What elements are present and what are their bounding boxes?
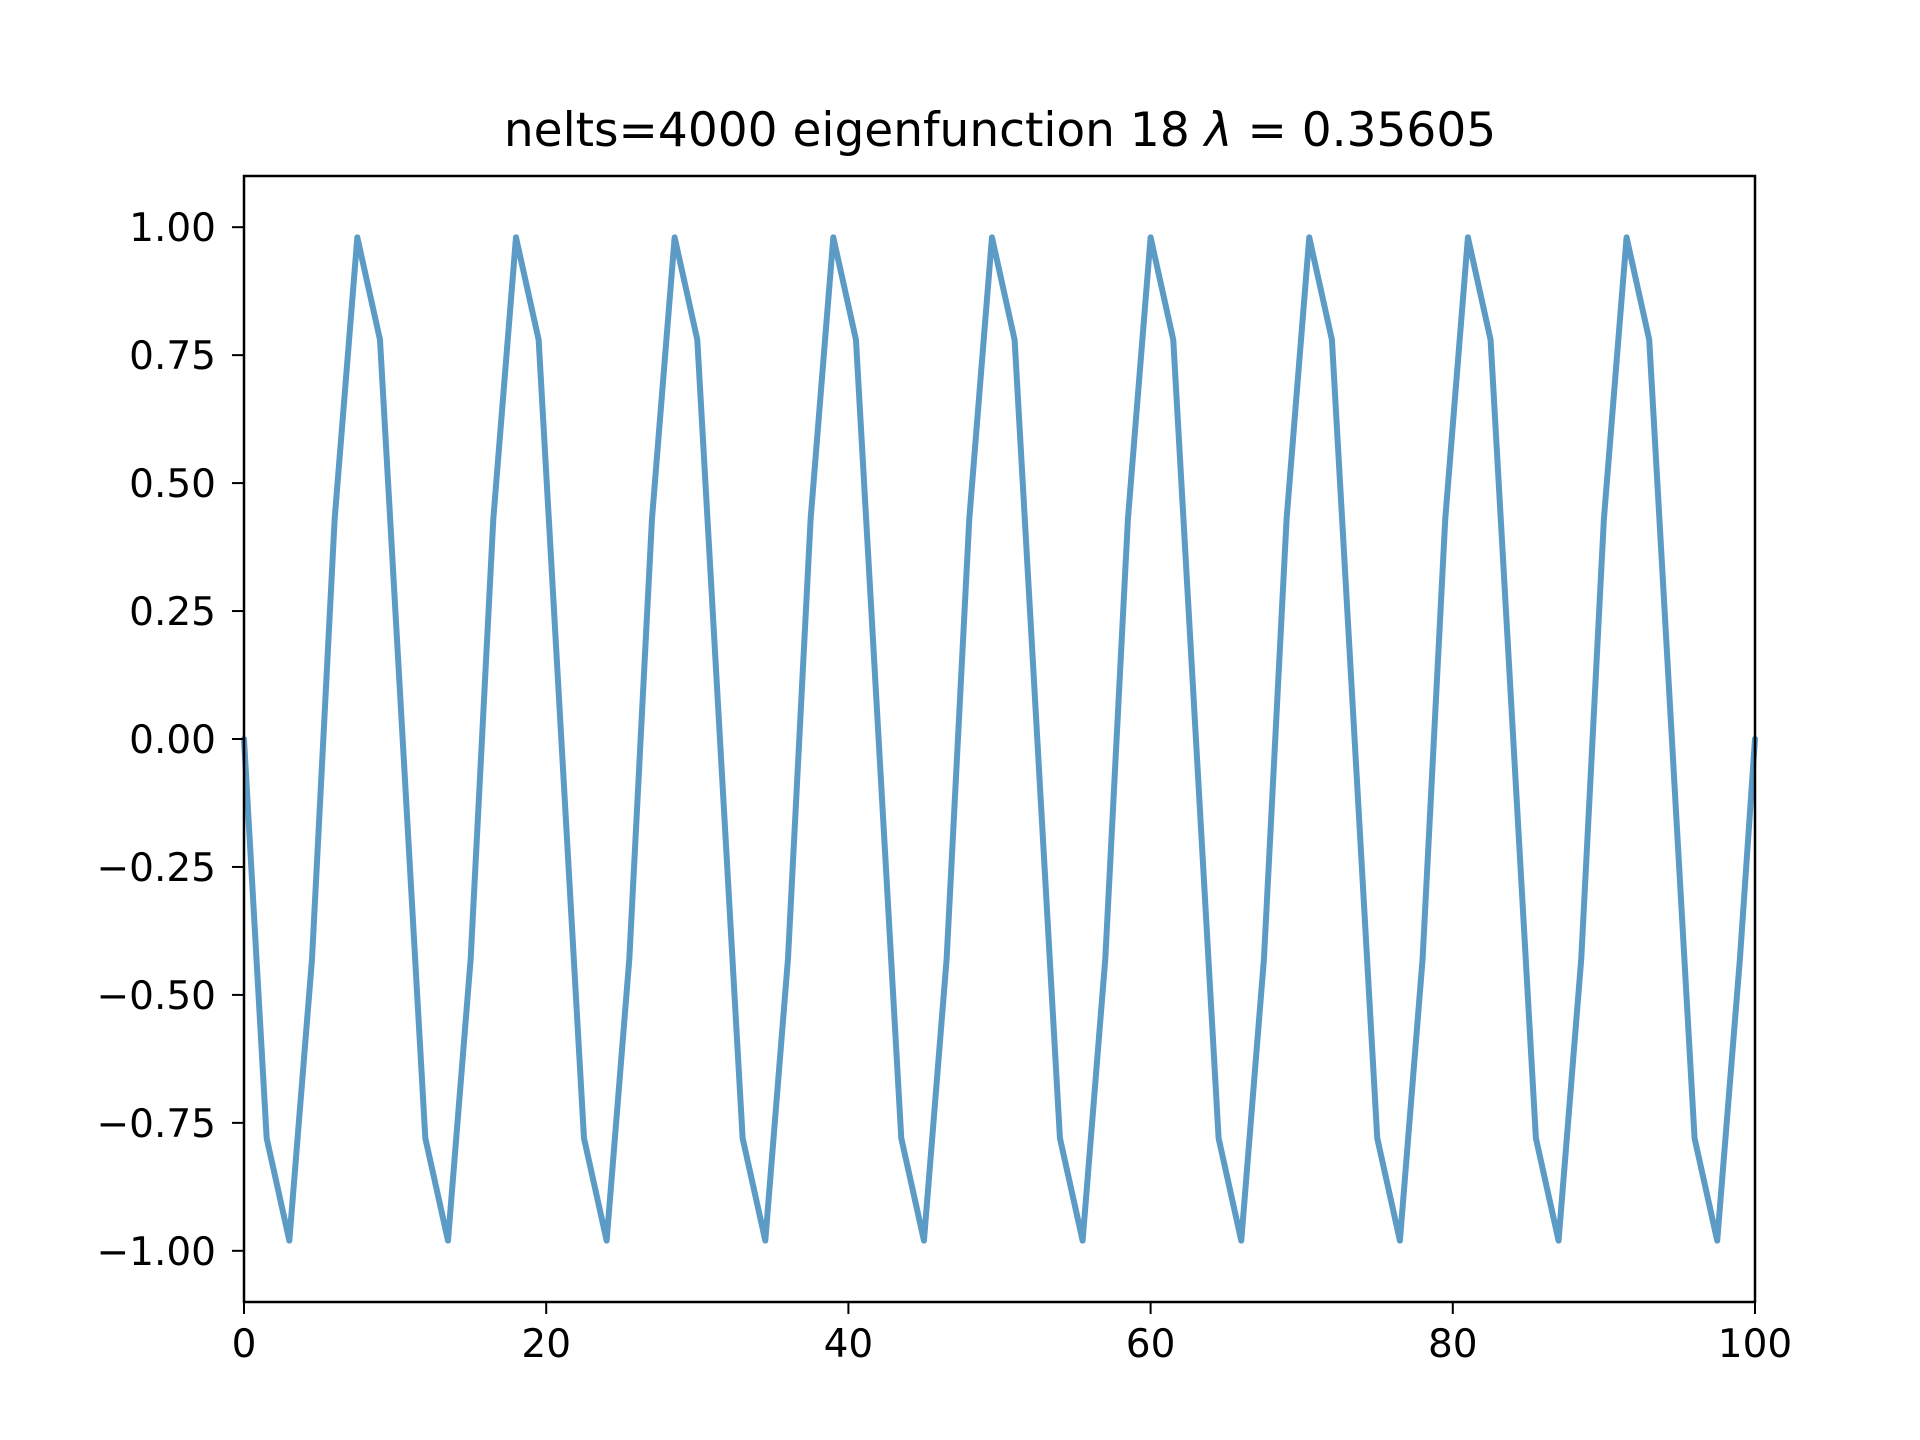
y-axis-ticks: 1.00 0.75 0.50 0.25 0.00 −0.25 −0.50 −0.75 −1.00: [96, 206, 244, 1275]
y-tick-label-5: −0.25: [96, 846, 216, 891]
y-tick-label-3: 0.25: [129, 590, 216, 635]
chart-title: nelts=4000 eigenfunction 18 λ = 0.35605: [504, 103, 1496, 158]
x-tick-label-0: 0: [232, 1322, 257, 1367]
x-tick-label-1: 20: [521, 1322, 571, 1367]
chart-title-lambda-symbol: λ: [1202, 103, 1233, 158]
y-tick-label-0: 1.00: [129, 206, 216, 251]
y-tick-label-2: 0.50: [129, 462, 216, 507]
chart-title-lambda-value: 0.35605: [1302, 103, 1496, 158]
x-tick-label-2: 40: [824, 1322, 874, 1367]
x-axis-ticks: 0 20 40 60 80 100: [232, 1302, 1792, 1367]
x-tick-label-3: 60: [1126, 1322, 1176, 1367]
y-tick-label-6: −0.50: [96, 974, 216, 1019]
chart-title-equals: =: [1233, 103, 1302, 158]
y-tick-label-8: −1.00: [96, 1230, 216, 1275]
y-tick-label-4: 0.00: [129, 718, 216, 763]
y-tick-label-7: −0.75: [96, 1102, 216, 1147]
chart-title-prefix: nelts=4000 eigenfunction 18: [504, 103, 1205, 158]
x-tick-label-5: 100: [1718, 1322, 1792, 1367]
series-line-0: [241, 234, 1758, 1244]
y-tick-label-1: 0.75: [129, 334, 216, 379]
plot-series-group: [241, 234, 1758, 1244]
plot-frame: [242, 174, 1757, 1304]
x-tick-label-4: 80: [1428, 1322, 1478, 1367]
